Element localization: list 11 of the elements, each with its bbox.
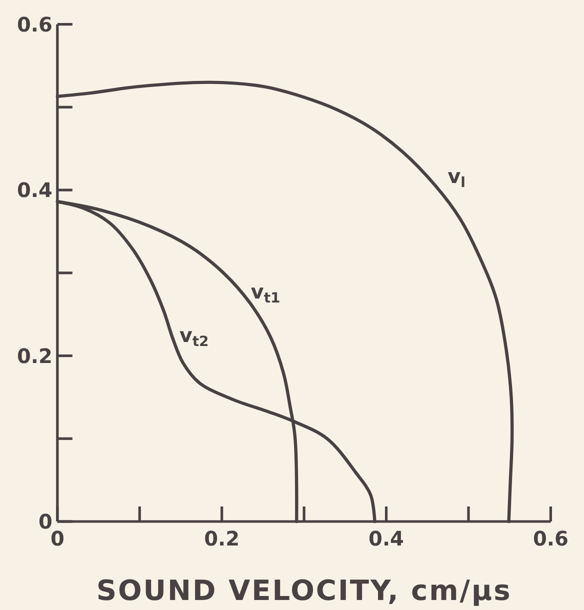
series-label: v$_{t1}$ bbox=[250, 280, 280, 307]
x-axis-title: SOUND VELOCITY, cm/μs bbox=[96, 574, 512, 607]
x-tick-label: 0.4 bbox=[368, 526, 404, 550]
y-tick-label: 0.2 bbox=[16, 344, 52, 368]
series-label: v$_{l}$ bbox=[448, 164, 466, 192]
x-tick-label: 0.2 bbox=[204, 526, 240, 550]
y-tick-label: 0 bbox=[38, 510, 52, 534]
series-label: v$_{t2}$ bbox=[179, 323, 209, 350]
y-tick-label: 0.6 bbox=[16, 12, 52, 36]
x-tick-label: 0.6 bbox=[532, 526, 568, 550]
y-tick-label: 0.4 bbox=[16, 178, 52, 202]
